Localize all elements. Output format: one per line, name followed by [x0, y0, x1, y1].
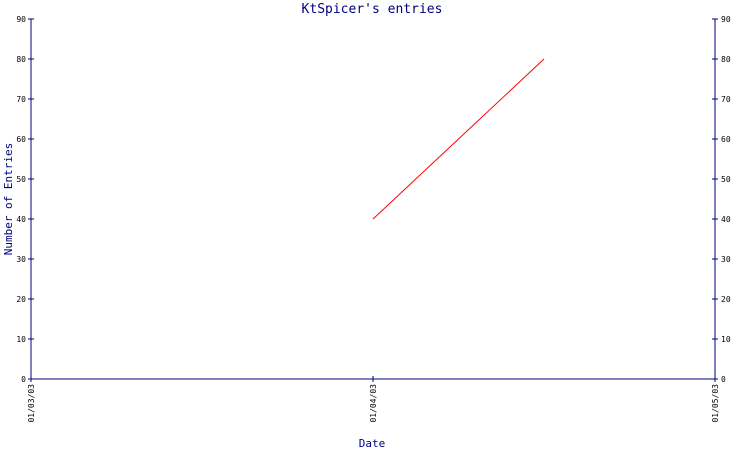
y-tick-right-label: 50	[721, 175, 731, 184]
y-tick-left-label: 40	[16, 215, 26, 224]
series-layer	[372, 58, 545, 220]
y-tick-left-label: 0	[21, 375, 26, 384]
y-tick-right-label: 0	[721, 375, 726, 384]
y-tick-left-label: 80	[16, 55, 26, 64]
y-tick-left-label: 10	[16, 335, 26, 344]
y-tick-right-label: 10	[721, 335, 731, 344]
y-axis-label: Number of Entries	[2, 143, 15, 256]
x-ticks: 01/03/03 01/04/03 01/05/03	[27, 376, 720, 423]
y-ticks-left: 0 10 20 30 40 50 60 70 80 90	[16, 15, 34, 384]
y-tick-left-label: 60	[16, 135, 26, 144]
y-tick-left-label: 70	[16, 95, 26, 104]
y-tick-left-label: 20	[16, 295, 26, 304]
y-tick-right-label: 30	[721, 255, 731, 264]
series-line	[372, 58, 545, 220]
y-tick-right-label: 60	[721, 135, 731, 144]
x-tick-label: 01/05/03	[711, 384, 720, 423]
y-tick-left-label: 90	[16, 15, 26, 24]
y-tick-right-label: 90	[721, 15, 731, 24]
y-ticks-right: 0 10 20 30 40 50 60 70 80 90	[712, 15, 731, 384]
y-tick-left-label: 30	[16, 255, 26, 264]
y-tick-left-label: 50	[16, 175, 26, 184]
y-tick-right-label: 40	[721, 215, 731, 224]
chart-title: KtSpicer's entries	[302, 2, 443, 17]
y-tick-right-label: 80	[721, 55, 731, 64]
x-tick-label: 01/04/03	[369, 384, 378, 423]
y-tick-right-label: 20	[721, 295, 731, 304]
y-tick-right-label: 70	[721, 95, 731, 104]
x-tick-label: 01/03/03	[27, 384, 36, 423]
x-axis-label: Date	[359, 437, 386, 450]
